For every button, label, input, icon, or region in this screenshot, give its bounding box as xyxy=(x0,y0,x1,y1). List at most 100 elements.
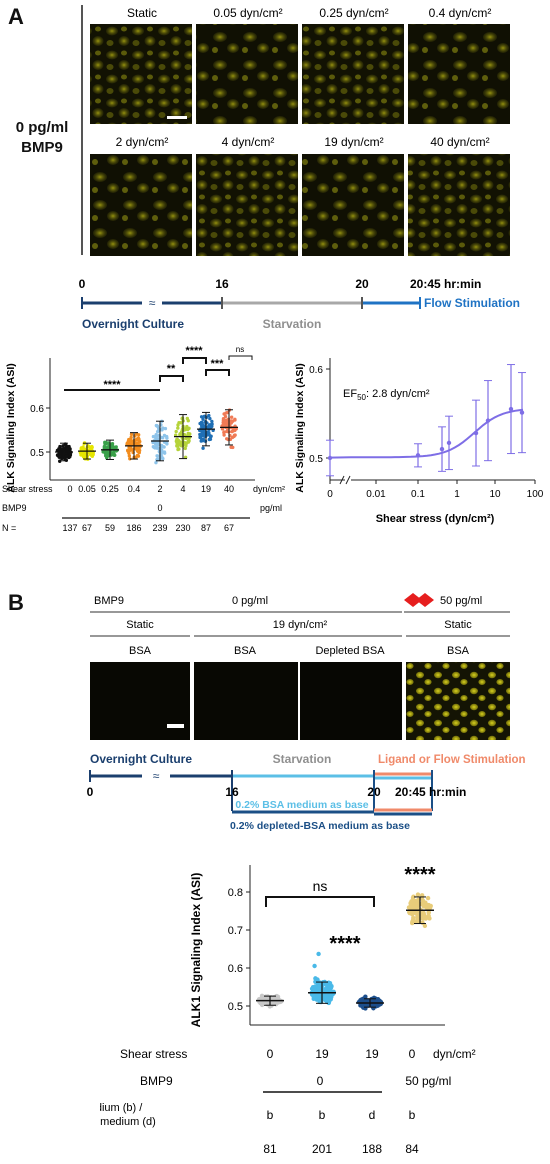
data-point xyxy=(229,415,234,419)
data-point xyxy=(324,997,329,1002)
medium-value: b xyxy=(319,1108,326,1122)
y-tick-label: 0.5 xyxy=(30,448,44,459)
shear-value: 4 xyxy=(180,484,185,494)
scale-bar xyxy=(167,724,184,728)
y-tick-label: 0.6 xyxy=(228,963,243,975)
data-point xyxy=(58,451,62,456)
data-point xyxy=(377,998,382,1003)
shear-value: 19 xyxy=(201,484,211,494)
n-value: 87 xyxy=(201,523,211,533)
data-point xyxy=(81,451,85,456)
data-point xyxy=(321,987,326,992)
bmp9-value: 0 xyxy=(157,503,162,513)
data-point xyxy=(229,421,233,425)
data-point xyxy=(137,439,142,444)
medium-value: d xyxy=(369,1108,376,1122)
medium-value: b xyxy=(267,1108,274,1122)
n-value: 67 xyxy=(224,523,234,533)
data-point xyxy=(225,410,230,415)
row-label-medium: 0.2% BSA medium (b) / xyxy=(100,1102,143,1114)
data-point xyxy=(127,454,132,458)
data-point xyxy=(175,443,179,447)
data-point xyxy=(272,1000,278,1006)
data-point xyxy=(210,422,214,426)
data-point xyxy=(313,979,318,984)
data-point xyxy=(164,434,169,439)
timeline-tick-20: 20 xyxy=(355,277,369,291)
flow-label-static: Static xyxy=(126,619,154,631)
timeline-tick-0: 0 xyxy=(87,785,94,799)
data-point xyxy=(151,440,155,445)
bmp9-fifty-label: 50 pg/ml xyxy=(440,595,482,607)
x-tick-label: 10 xyxy=(489,489,501,500)
data-point xyxy=(175,437,179,441)
row-label-bmp9: BMP9 xyxy=(2,503,27,513)
diamond-icon xyxy=(404,593,422,607)
data-point xyxy=(183,427,188,432)
panel-a-scatter-chart: ALK Signaling Index (ASI) 0.5 0.6 **** *… xyxy=(2,345,285,533)
data-point xyxy=(183,441,187,445)
panel-a-label: A xyxy=(8,4,24,29)
data-point xyxy=(155,424,160,429)
data-point xyxy=(106,441,111,445)
timeline-tick-20: 20 xyxy=(367,785,381,799)
data-point xyxy=(421,904,427,909)
data-point xyxy=(134,447,138,451)
data-point xyxy=(130,448,134,452)
shear-unit: dyn/cm² xyxy=(433,1047,476,1061)
n-value: 239 xyxy=(152,523,167,533)
timeline-tick-end: 20:45 hr:min xyxy=(395,785,466,799)
data-point xyxy=(58,454,62,458)
data-point xyxy=(410,910,416,915)
data-point xyxy=(60,456,64,461)
data-point xyxy=(185,416,190,421)
panel-b-timeline: Overnight Culture Starvation Ligand or F… xyxy=(87,752,526,832)
n-value: 67 xyxy=(82,523,92,533)
data-point xyxy=(225,420,230,424)
x-tick-label: 0.01 xyxy=(366,489,386,500)
data-point xyxy=(410,895,416,901)
data-point xyxy=(136,433,141,437)
data-point xyxy=(233,417,237,422)
bmp9-header-label: BMP9 xyxy=(94,595,124,607)
data-point xyxy=(411,915,416,921)
data-point xyxy=(207,433,211,437)
data-point xyxy=(156,429,161,433)
phase-starvation: Starvation xyxy=(273,752,332,766)
medium-label-bsa-3: BSA xyxy=(447,645,470,657)
x-tick-label: 0 xyxy=(327,489,333,500)
data-point xyxy=(64,443,68,448)
shear-value: 19 xyxy=(315,1047,329,1061)
timeline-break: ≈ xyxy=(149,296,156,310)
data-point xyxy=(230,429,234,434)
micrograph-image xyxy=(300,662,402,740)
data-point xyxy=(439,446,445,452)
data-point xyxy=(154,460,158,465)
data-point xyxy=(159,449,164,454)
data-point xyxy=(274,993,279,999)
bmp9-zero-label: 0 pg/ml xyxy=(232,595,268,607)
data-point xyxy=(103,440,107,445)
data-point xyxy=(208,416,212,421)
y-tick-label: 0.6 xyxy=(309,365,323,376)
n-value: 84 xyxy=(405,1142,419,1156)
data-point xyxy=(179,421,183,425)
timeline-break: ≈ xyxy=(153,769,160,783)
sig-label: **** xyxy=(185,345,203,357)
y-tick-label: 0.7 xyxy=(228,925,243,937)
data-point xyxy=(223,414,228,419)
sig-label: **** xyxy=(103,379,121,391)
data-point xyxy=(127,451,131,455)
panel-a-dose-response-chart: ALK Signaling Index (ASI) 0.5 0.6 0 0.01 0… xyxy=(294,358,544,525)
row-label-shear: Shear stress xyxy=(2,484,53,494)
data-point xyxy=(134,437,139,442)
data-point xyxy=(410,900,416,905)
y-axis-label: ALK1 Signaling Index (ASI) xyxy=(189,873,203,1028)
data-point xyxy=(231,445,235,450)
condition-ligand: BMP9 xyxy=(21,139,63,156)
data-point xyxy=(125,448,130,453)
data-point xyxy=(125,442,129,447)
flow-label-19: 19 dyn/cm² xyxy=(273,619,328,631)
bmp9-value-0: 0 xyxy=(317,1074,324,1088)
data-point xyxy=(201,446,205,450)
